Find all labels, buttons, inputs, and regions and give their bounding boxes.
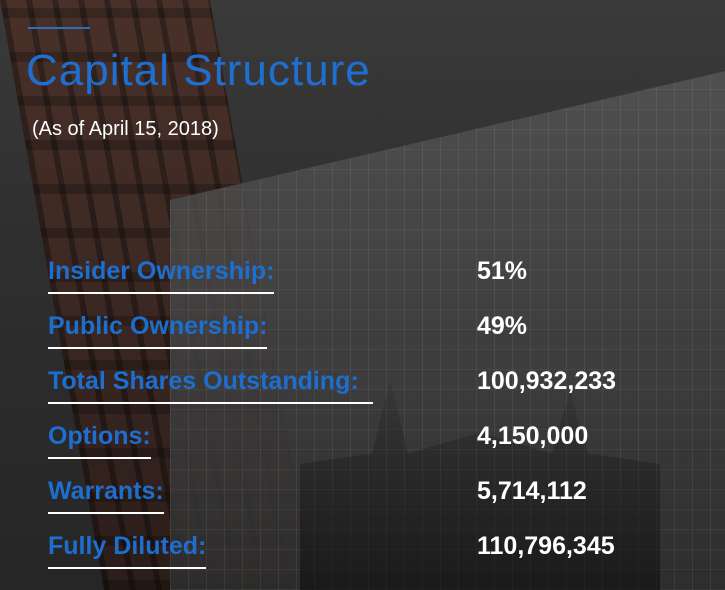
title-accent-line	[28, 27, 90, 29]
row-label-public-ownership: Public Ownership:	[48, 312, 268, 349]
row-value-public-ownership: 49%	[477, 312, 528, 340]
row-label-total-shares-outstanding: Total Shares Outstanding:	[48, 367, 373, 404]
row-value-fully-diluted: 110,796,345	[477, 532, 615, 560]
row-label-fully-diluted: Fully Diluted:	[48, 532, 207, 569]
row-value-warrants: 5,714,112	[477, 477, 587, 505]
row-label-options: Options:	[48, 422, 151, 459]
row-label-insider-ownership: Insider Ownership:	[48, 257, 275, 294]
row-label-warrants: Warrants:	[48, 477, 164, 514]
row-value-total-shares-outstanding: 100,932,233	[477, 367, 617, 395]
slide-title: Capital Structure	[26, 46, 371, 95]
row-value-insider-ownership: 51%	[477, 257, 528, 285]
slide-subtitle: (As of April 15, 2018)	[32, 118, 219, 140]
row-value-options: 4,150,000	[477, 422, 589, 450]
